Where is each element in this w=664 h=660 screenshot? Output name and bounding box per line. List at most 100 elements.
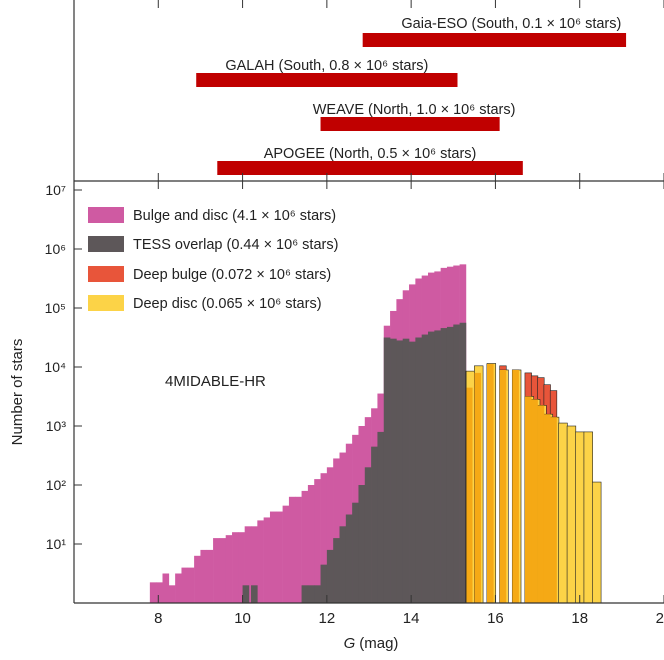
legend-swatch-1: [88, 207, 124, 223]
series-1-bar-20: [276, 512, 283, 603]
survey-label-apogee: APOGEE (North, 0.5 × 10⁶ stars): [264, 146, 477, 162]
y-tick-label-2: 10²: [46, 477, 67, 493]
survey-label-gaia-eso: Gaia-ESO (South, 0.1 × 10⁶ stars): [401, 16, 621, 32]
overlap-bar-2: [487, 364, 494, 603]
series-1-bar-10: [213, 538, 220, 603]
y-tick-label-7: 10⁷: [45, 182, 66, 198]
survey-bar-weave: [321, 117, 500, 131]
y-ticks: 10¹ 10² 10³ 10⁴ 10⁵ 10⁶ 10⁷: [44, 182, 82, 552]
y-tick-label-6: 10⁶: [45, 241, 66, 257]
series-1-bar-8: [200, 550, 207, 603]
overlap-bar-4: [512, 370, 519, 603]
series-2-bar-1: [251, 585, 258, 603]
series-2-bar-2: [302, 585, 309, 603]
x-tick-label-16: 16: [487, 610, 504, 627]
series-2-bar-27: [460, 323, 467, 603]
series-1-bar-17: [257, 520, 264, 603]
y-tick-label-4: 10⁴: [44, 359, 66, 375]
series-2-bar-7: [333, 538, 340, 603]
survey-label-weave: WEAVE (North, 1.0 × 10⁶ stars): [313, 102, 516, 118]
series-2-bar-6: [327, 550, 334, 603]
series-1-bar-11: [219, 538, 226, 603]
x-tick-label-12: 12: [319, 610, 336, 627]
series-1-bar-0: [150, 582, 157, 603]
x-axis-label-unit: (mag): [359, 635, 398, 652]
series-1-bar-23: [295, 497, 302, 603]
legend: Bulge and disc (4.1 × 10⁶ stars) TESS ove…: [88, 207, 338, 312]
series-2-bar-26: [453, 325, 460, 603]
legend-label-2: TESS overlap (0.44 × 10⁶ stars): [133, 237, 338, 253]
x-tick-label-14: 14: [403, 610, 420, 627]
overlap-bar-7: [538, 405, 545, 603]
series-2-bar-17: [396, 340, 403, 603]
series-1-bar-12: [226, 535, 233, 603]
x-tick-label-18: 18: [571, 610, 588, 627]
x-tick-label-20: 20: [656, 610, 664, 627]
series-1-bar-13: [232, 532, 239, 603]
series-2-bar-11: [358, 485, 365, 603]
x-axis-label-symbol: G: [344, 635, 356, 652]
series-2-bar-21: [422, 335, 429, 603]
series-2-bar-3: [308, 585, 315, 603]
legend-swatch-3: [88, 266, 124, 282]
x-tick-label-8: 8: [154, 610, 162, 627]
legend-swatch-2: [88, 236, 124, 252]
series-1-bar-6: [188, 568, 195, 603]
series-2-bar-15: [384, 338, 391, 604]
series-2-bar-8: [340, 526, 347, 603]
y-tick-label-1: 10¹: [46, 536, 67, 552]
histogram-bars: [150, 264, 601, 603]
series-2-bar-12: [365, 467, 372, 603]
series-2-bar-22: [428, 332, 435, 603]
series-4-bar-10: [559, 423, 568, 603]
x-axis-label: G (mag): [344, 635, 399, 652]
series-4-bar-11: [567, 426, 576, 603]
survey-bar-apogee: [217, 161, 523, 175]
histogram-panel: 8 10 12 14 16 18 20 10¹ 10² 10³ 10⁴ 10⁵ 10⁶ 10⁷ Bulg…: [9, 0, 664, 652]
overlap-bar-3: [500, 370, 507, 603]
series-2-bar-16: [390, 339, 397, 603]
series-2-bar-23: [434, 330, 441, 603]
overlap-bar-5: [525, 397, 532, 604]
overlap-bar-6: [531, 399, 538, 603]
survey-coverage-panel: Gaia-ESO (South, 0.1 × 10⁶ stars) GALAH (…: [74, 0, 664, 181]
series-2-bar-4: [314, 585, 321, 603]
series-1-bar-1: [156, 582, 163, 603]
y-axis-label: Number of stars: [9, 339, 26, 446]
series-2-bar-5: [321, 565, 328, 603]
legend-label-4: Deep disc (0.065 × 10⁶ stars): [133, 296, 322, 312]
series-2-bar-19: [409, 342, 416, 603]
series-4-bar-13: [584, 432, 593, 603]
y-tick-label-5: 10⁵: [45, 300, 66, 316]
series-2-bar-10: [352, 503, 359, 603]
legend-label-1: Bulge and disc (4.1 × 10⁶ stars): [133, 208, 336, 224]
series-1-bar-7: [194, 556, 201, 603]
series-2-bar-14: [377, 432, 384, 603]
series-1-bar-4: [175, 574, 182, 604]
legend-swatch-4: [88, 295, 124, 311]
series-1-bar-19: [270, 512, 277, 603]
series-2-bar-9: [346, 515, 353, 604]
series-2-bar-18: [403, 339, 410, 603]
series-2-bar-25: [447, 327, 454, 603]
series-1-bar-22: [289, 497, 296, 603]
series-1-bar-18: [264, 517, 271, 603]
series-4-bar-12: [576, 432, 585, 603]
series-2-bar-20: [415, 338, 422, 604]
survey-bar-galah: [196, 73, 457, 87]
series-2-bar-13: [371, 447, 378, 603]
series-1-bar-2: [163, 574, 170, 604]
y-tick-label-3: 10³: [46, 418, 67, 434]
series-1-bar-5: [181, 568, 188, 603]
overlap-bar-9: [550, 417, 557, 603]
series-1-bar-3: [169, 585, 176, 603]
annotation-4midable-hr: 4MIDABLE-HR: [165, 373, 266, 390]
series-2-bar-0: [243, 585, 250, 603]
x-tick-label-10: 10: [234, 610, 251, 627]
series-4-bar-14: [592, 482, 601, 603]
series-2-bar-24: [441, 328, 448, 603]
overlap-bar-8: [544, 414, 551, 603]
survey-label-galah: GALAH (South, 0.8 × 10⁶ stars): [225, 58, 428, 74]
overlap-bar-0: [466, 388, 473, 603]
